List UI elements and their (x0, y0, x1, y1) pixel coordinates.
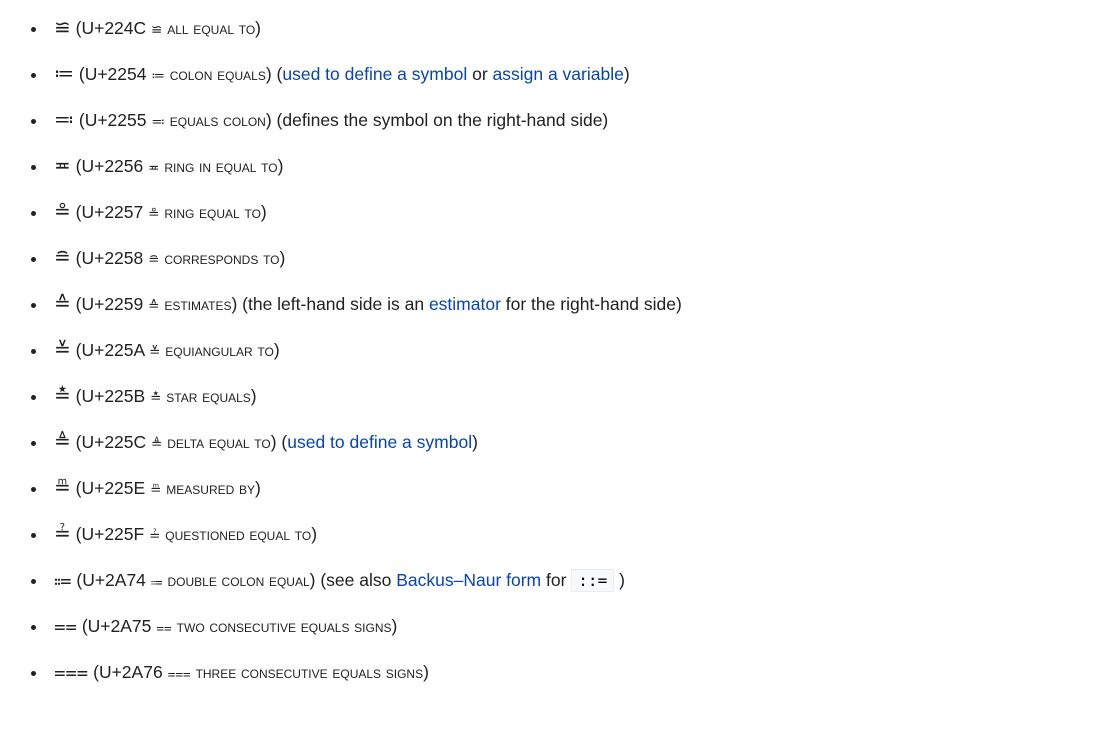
list-item: ≔ (U+2254 ≔ COLON EQUALS) (used to defin… (48, 58, 1083, 90)
suffix-text: (the left-hand side is an (242, 294, 429, 314)
codepoint: U+225E (81, 478, 145, 498)
mini-glyph: ≟ (149, 528, 160, 543)
symbol-glyph: ≗ (54, 201, 71, 223)
mini-glyph: ≔ (151, 68, 165, 83)
suffix-text: ) (472, 432, 478, 452)
symbol-name: STAR EQUALS (166, 387, 251, 406)
symbol-glyph: ≔ (54, 63, 74, 85)
mini-glyph: ≚ (149, 344, 160, 359)
symbol-glyph: ≛ (54, 385, 71, 407)
inline-code: ::= (571, 569, 614, 592)
list-item: ≚ (U+225A ≚ EQUIANGULAR TO) (48, 334, 1083, 366)
codepoint: U+2255 (85, 110, 147, 130)
mini-glyph: ≜ (151, 436, 162, 451)
symbol-name: COLON EQUALS (170, 65, 266, 84)
symbol-glyph: ≚ (54, 339, 71, 361)
suffix-text: (see also (320, 570, 396, 590)
suffix-text: or (467, 64, 492, 84)
codepoint: U+2256 (81, 156, 143, 176)
symbol-glyph: ⩶ (54, 661, 88, 683)
symbol-name: DOUBLE COLON EQUAL (167, 571, 309, 590)
mini-glyph: ≖ (148, 160, 159, 175)
list-item: ⩶ (U+2A76 ⩶ THREE CONSECUTIVE EQUALS SIG… (48, 656, 1083, 688)
list-item: ⩴ (U+2A74 ⩴ DOUBLE COLON EQUAL) (see als… (48, 564, 1083, 596)
mini-glyph: ≙ (148, 298, 159, 313)
codepoint: U+2A76 (99, 662, 163, 682)
unicode-symbol-list: ≌ (U+224C ≌ ALL EQUAL TO) ≔ (U+2254 ≔ COL… (24, 12, 1083, 688)
suffix-text: ) (624, 64, 630, 84)
codepoint: U+225A (81, 340, 144, 360)
mini-glyph: ≌ (151, 22, 162, 37)
wiki-link[interactable]: assign a variable (493, 64, 624, 84)
list-item: ≘ (U+2258 ≘ CORRESPONDS TO) (48, 242, 1083, 274)
mini-glyph: ≘ (148, 252, 159, 267)
list-item: ≙ (U+2259 ≙ ESTIMATES) (the left-hand si… (48, 288, 1083, 320)
symbol-glyph: ≕ (54, 109, 74, 131)
symbol-name: RING EQUAL TO (164, 203, 261, 222)
codepoint: U+2257 (81, 202, 143, 222)
symbol-name: THREE CONSECUTIVE EQUALS SIGNS (196, 663, 424, 682)
symbol-name: MEASURED BY (166, 479, 255, 498)
codepoint: U+224C (81, 18, 146, 38)
suffix-text: ) (614, 570, 625, 590)
wiki-link[interactable]: estimator (429, 294, 501, 314)
mini-glyph: ⩶ (168, 666, 191, 681)
mini-glyph: ⩴ (151, 574, 163, 589)
codepoint: U+2A75 (88, 616, 152, 636)
symbol-name: EQUIANGULAR TO (165, 341, 274, 360)
codepoint: U+225F (81, 524, 144, 544)
codepoint: U+2258 (81, 248, 143, 268)
symbol-name: DELTA EQUAL TO (167, 433, 270, 452)
list-item: ≌ (U+224C ≌ ALL EQUAL TO) (48, 12, 1083, 44)
symbol-glyph: ≙ (54, 293, 71, 315)
suffix-text: (defines the symbol on the right-hand si… (277, 110, 609, 130)
codepoint: U+225C (81, 432, 146, 452)
mini-glyph: ≗ (148, 206, 159, 221)
codepoint: U+225B (81, 386, 145, 406)
symbol-glyph: ≌ (54, 17, 71, 39)
list-item: ≜ (U+225C ≜ DELTA EQUAL TO) (used to def… (48, 426, 1083, 458)
symbol-name: CORRESPONDS TO (164, 249, 279, 268)
symbol-glyph: ≜ (54, 431, 71, 453)
wiki-link[interactable]: used to define a symbol (287, 432, 472, 452)
list-item: ⩵ (U+2A75 ⩵ TWO CONSECUTIVE EQUALS SIGNS… (48, 610, 1083, 642)
mini-glyph: ≞ (150, 482, 161, 497)
symbol-name: QUESTIONED EQUAL TO (165, 525, 311, 544)
mini-glyph: ≕ (151, 114, 165, 129)
wiki-link[interactable]: Backus–Naur form (396, 570, 541, 590)
symbol-name: TWO CONSECUTIVE EQUALS SIGNS (177, 617, 392, 636)
wiki-link[interactable]: used to define a symbol (282, 64, 467, 84)
symbol-glyph: ≞ (54, 477, 71, 499)
symbol-glyph: ≖ (54, 155, 71, 177)
suffix-text: for (541, 570, 571, 590)
codepoint: U+2A74 (82, 570, 146, 590)
mini-glyph: ⩵ (156, 620, 172, 635)
symbol-name: RING IN EQUAL TO (164, 157, 277, 176)
symbol-name: ALL EQUAL TO (167, 19, 255, 38)
symbol-glyph: ≟ (54, 523, 71, 545)
list-item: ≖ (U+2256 ≖ RING IN EQUAL TO) (48, 150, 1083, 182)
list-item: ≟ (U+225F ≟ QUESTIONED EQUAL TO) (48, 518, 1083, 550)
codepoint: U+2259 (81, 294, 143, 314)
symbol-glyph: ⩵ (54, 615, 77, 637)
list-item: ≕ (U+2255 ≕ EQUALS COLON) (defines the s… (48, 104, 1083, 136)
suffix-text: for the right-hand side) (501, 294, 682, 314)
list-item: ≛ (U+225B ≛ STAR EQUALS) (48, 380, 1083, 412)
symbol-glyph: ⩴ (54, 569, 71, 591)
symbol-name: ESTIMATES (164, 295, 231, 314)
symbol-name: EQUALS COLON (170, 111, 266, 130)
codepoint: U+2254 (85, 64, 147, 84)
symbol-glyph: ≘ (54, 247, 71, 269)
list-item: ≞ (U+225E ≞ MEASURED BY) (48, 472, 1083, 504)
mini-glyph: ≛ (150, 390, 161, 405)
list-item: ≗ (U+2257 ≗ RING EQUAL TO) (48, 196, 1083, 228)
